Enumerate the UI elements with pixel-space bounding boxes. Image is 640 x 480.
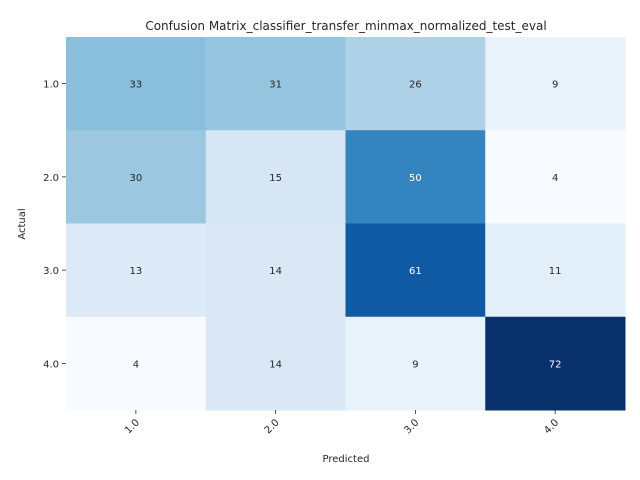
heatmap-cell [345, 316, 486, 411]
y-axis-label: Actual [17, 208, 28, 239]
y-tick-label: 1.0 [43, 80, 59, 91]
x-tick-label: 3.0 [402, 417, 421, 436]
cell-value-label: 4 [552, 173, 558, 184]
cell-value-label: 4 [133, 359, 139, 370]
heatmap-cell [485, 223, 626, 318]
x-tick-label: 1.0 [123, 417, 142, 436]
heatmap-cell [485, 130, 626, 224]
cell-value-label: 26 [409, 80, 422, 91]
cell-value-label: 15 [269, 173, 282, 184]
heatmap-cell [345, 130, 486, 224]
cell-value-label: 50 [409, 173, 422, 184]
heatmap-cell [485, 37, 626, 131]
x-tick-label: 4.0 [542, 417, 561, 436]
heatmap-cells: 33 31 26 9 30 15 50 4 13 14 61 11 4 14 9 72 [66, 37, 626, 411]
heatmap-cell [66, 37, 207, 131]
cell-value-label: 9 [552, 80, 558, 91]
heatmap-cell [345, 223, 486, 318]
y-tick-label: 3.0 [43, 266, 59, 277]
cell-value-label: 9 [412, 359, 418, 370]
cell-value-label: 13 [130, 266, 143, 277]
y-tick-label: 4.0 [43, 359, 59, 370]
cell-value-label: 11 [549, 266, 562, 277]
heatmap-cell [66, 223, 207, 318]
heatmap-cell [345, 37, 486, 131]
x-axis-ticks: 1.0 2.0 3.0 4.0 [123, 410, 561, 436]
heatmap-cell [205, 37, 346, 131]
cell-value-label: 33 [130, 80, 143, 91]
x-tick-label: 2.0 [263, 417, 282, 436]
heatmap-cell [205, 223, 346, 318]
cell-value-label: 31 [269, 80, 282, 91]
chart-title: Confusion Matrix_classifier_transfer_min… [145, 19, 546, 33]
cell-value-label: 30 [130, 173, 143, 184]
x-axis-label: Predicted [323, 454, 370, 465]
cell-value-label: 61 [409, 266, 422, 277]
heatmap-cell [205, 316, 346, 411]
heatmap-cell [66, 130, 207, 224]
cell-value-label: 14 [269, 359, 282, 370]
cell-value-label: 72 [549, 359, 562, 370]
y-axis-ticks: 1.0 2.0 3.0 4.0 [43, 80, 66, 370]
heatmap-cell [205, 130, 346, 224]
y-tick-label: 2.0 [43, 173, 59, 184]
heatmap-cell [485, 316, 626, 411]
cell-value-label: 14 [269, 266, 282, 277]
heatmap-cell [66, 316, 207, 411]
